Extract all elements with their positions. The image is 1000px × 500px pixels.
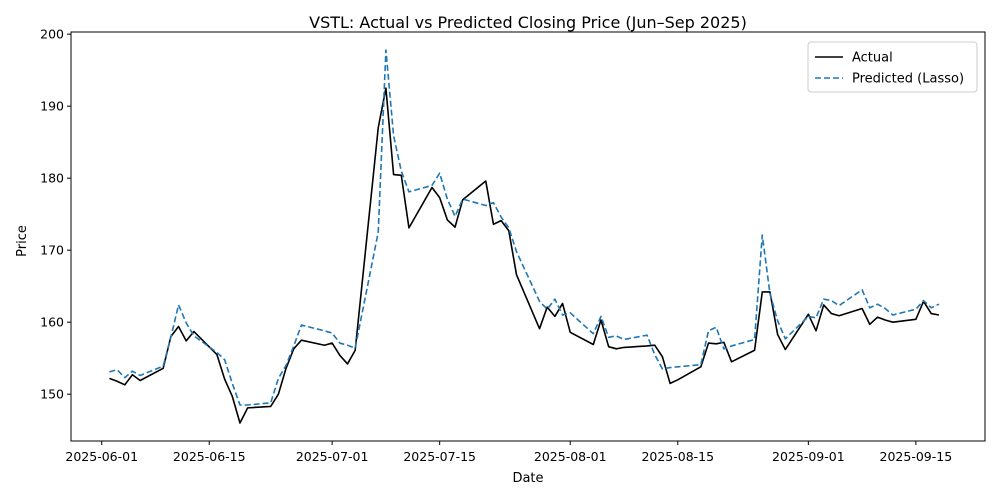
x-tick-label: 2025-09-15 [880,449,953,464]
series-line-predicted [109,49,940,406]
x-tick-label: 2025-06-01 [65,449,138,464]
y-tick-label: 200 [40,27,64,42]
series-line-actual [109,87,940,424]
legend-label: Actual [852,51,893,66]
legend: Actual Predicted (Lasso) [807,41,978,93]
plot-series [109,49,940,424]
legend-box [807,41,978,93]
x-tick-label: 2025-08-15 [641,449,714,464]
plot-frame [70,31,986,442]
y-tick-label: 160 [40,315,64,330]
x-axis: 2025-06-01 2025-06-15 2025-07-01 2025-07-15… [65,441,952,464]
x-tick-label: 2025-06-15 [173,449,246,464]
x-tick-label: 2025-09-01 [772,449,845,464]
y-tick-label: 170 [40,243,64,258]
y-tick-label: 180 [40,171,64,186]
y-axis: 150 160 170 180 190 200 [40,27,71,402]
y-tick-label: 150 [40,387,64,402]
chart-title: VSTL: Actual vs Predicted Closing Price … [309,13,747,32]
x-tick-label: 2025-07-15 [403,449,476,464]
legend-label: Predicted (Lasso) [852,72,964,87]
y-tick-label: 190 [40,99,64,114]
y-axis-label: Price [15,225,30,257]
x-tick-label: 2025-08-01 [534,449,607,464]
x-axis-label: Date [512,471,543,486]
x-tick-label: 2025-07-01 [296,449,369,464]
